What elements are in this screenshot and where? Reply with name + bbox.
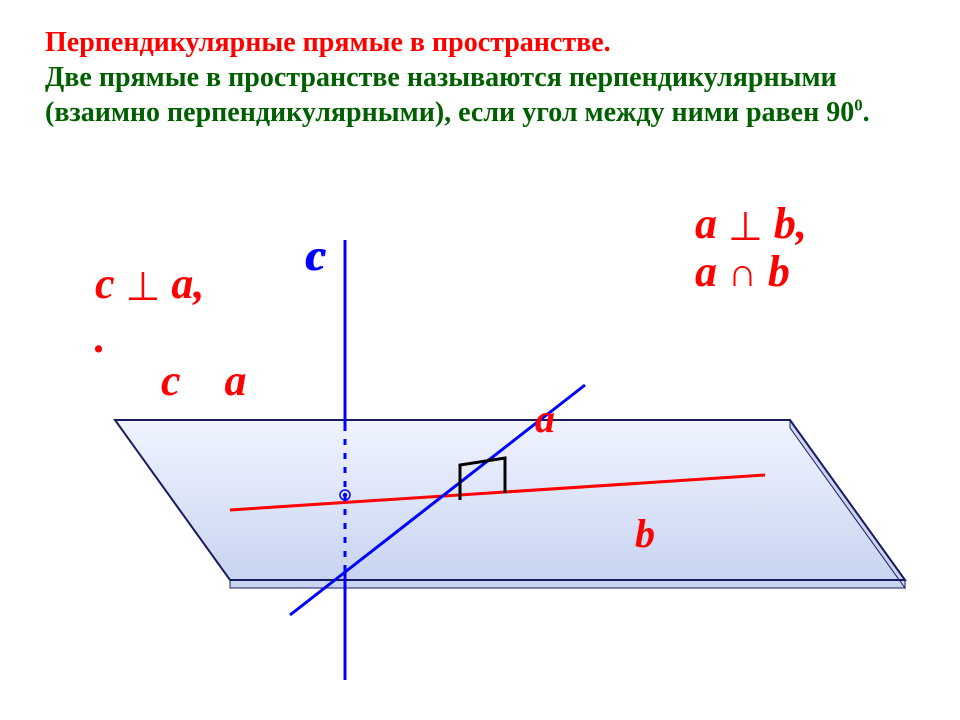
math-left-line1: c ⊥ a, <box>95 260 247 308</box>
math-right-line2: a ∩ b <box>695 248 807 296</box>
math-right-line1: a ⊥ b, <box>695 200 807 248</box>
math-right: a ⊥ b, a ∩ b <box>695 200 807 297</box>
label-b: b <box>635 510 655 557</box>
label-a: а <box>535 395 555 442</box>
stage: Перпендикулярные прямые в пространстве. … <box>0 0 960 720</box>
c-plane-tick-inner <box>343 493 347 497</box>
label-c: с <box>305 230 325 281</box>
math-left: c ⊥ a, .с a <box>95 260 247 454</box>
math-left-line2: .с a <box>95 308 247 453</box>
